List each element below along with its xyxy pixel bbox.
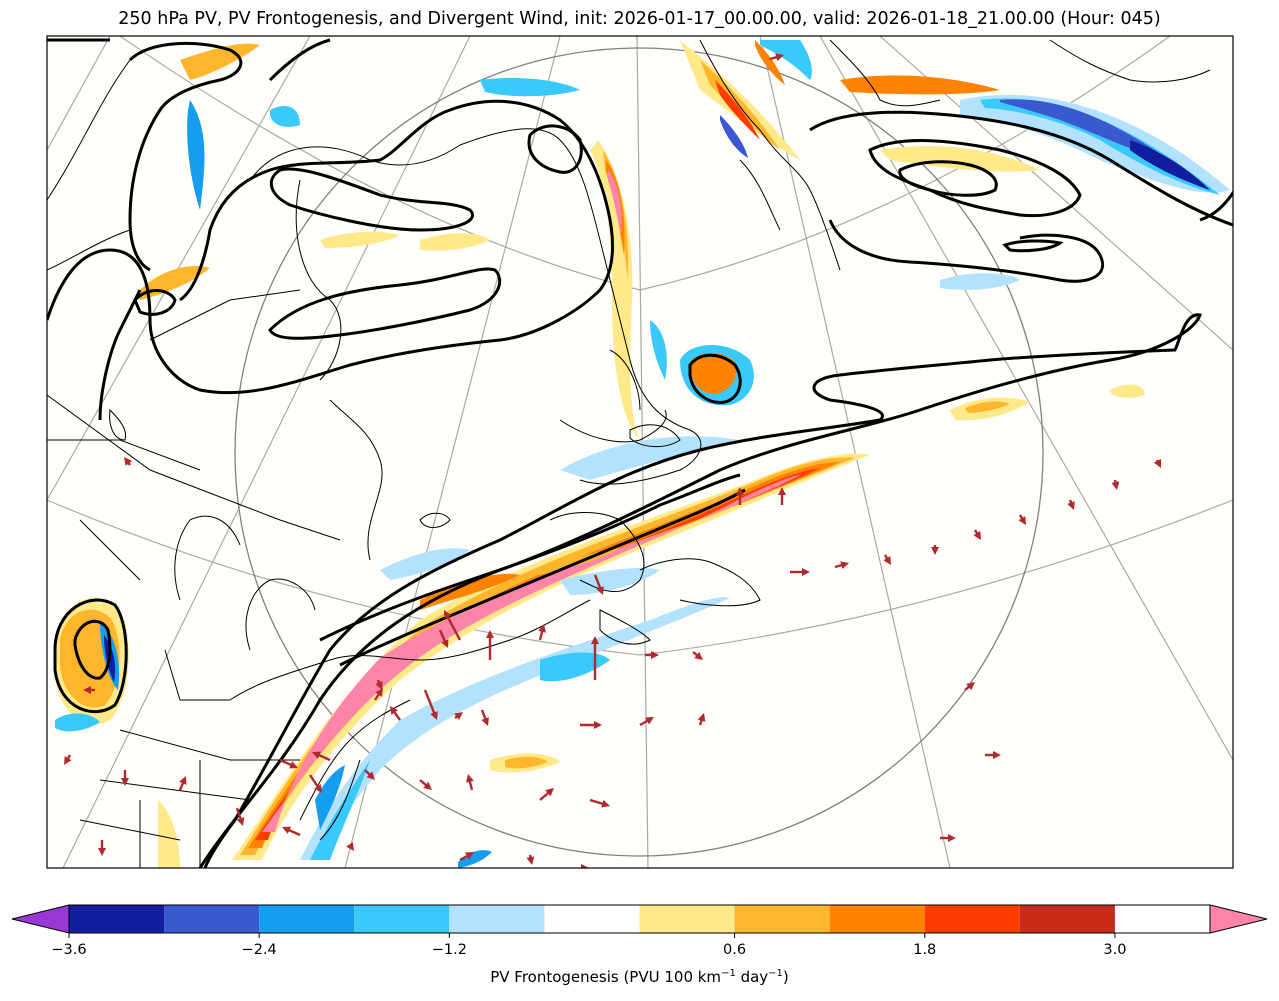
colorbar-tick-label: −2.4 [241,942,277,958]
wind-arrow-head [596,586,604,595]
pv-contours [47,38,1233,868]
colorbar-over-extension [1209,904,1268,934]
colorbar-tick-label: 3.0 [1103,942,1127,958]
wind-arrow-head [121,778,129,786]
wind-arrow-shaft [444,612,462,641]
wind-arrow-head [802,568,810,576]
colorbar-segment [354,905,450,933]
wind-arrow-head [883,556,891,565]
wind-arrow-head [312,751,321,759]
colorbar-label: PV Frontogenesis (PVU 100 km−1 day−1) [0,968,1279,986]
wind-arrow-head [346,842,354,851]
wind-arrow-head [423,781,432,790]
wind-arrow-head [375,681,383,690]
colorbar-tick-label: 1.8 [913,942,937,958]
colorbar-segment [924,905,1020,933]
coastlines-and-borders [47,39,1211,868]
colorbar [11,904,1268,938]
wind-arrow-head [179,776,187,785]
wind-arrow-head [1018,516,1026,525]
wind-arrow-head [775,53,784,62]
wind-arrow-head [486,630,494,638]
wind-arrow-head [973,531,981,540]
wind-arrow-head [601,799,610,808]
wind-arrow-head [645,717,654,725]
wind-arrow-head [289,761,298,769]
wind-arrow-head [236,817,245,826]
colorbar-segment [1019,905,1115,933]
wind-arrow-head [314,784,322,793]
colorbar-frame [68,904,1211,934]
colorbar-tick-label: 0.6 [723,942,747,958]
colorbar-label-prefix: PV Frontogenesis (PVU 100 km [490,968,722,986]
map-frame [46,35,1234,869]
colorbar-segment [69,905,165,933]
wind-arrow-head [375,688,383,697]
colorbar-segment [639,905,735,933]
wind-arrow-head [931,547,939,555]
colorbar-label-exponent-2: −1 [768,968,783,979]
wind-arrow-head [390,706,398,715]
divergent-wind-arrows [64,53,1161,868]
wind-arrow-head [98,848,106,856]
wind-arrow-head [454,712,463,720]
colorbar-segment [734,905,830,933]
wind-arrow-head [366,771,375,780]
wind-arrow-head [966,682,975,691]
colorbar-segment [259,905,355,933]
colorbar-label-suffix: ) [782,968,789,986]
wind-arrow-head [282,826,291,834]
wind-arrow-head [124,457,132,466]
colorbar-segment [449,905,545,933]
colorbar-tick-label: −3.6 [51,942,87,958]
wind-arrow-head [651,651,659,659]
wind-arrow-head [1111,481,1120,490]
wind-arrow-head [466,774,474,783]
wind-arrow-head [1153,459,1161,468]
wind-arrow-head [545,788,554,797]
colorbar-label-mid: day [735,968,769,986]
wind-arrow-head [736,487,744,495]
wind-arrow-head [430,711,438,720]
colorbar-segment [829,905,925,933]
wind-arrow-shaft [423,689,437,717]
colorbar-segment [164,905,260,933]
wind-arrow-head [948,834,956,842]
wind-arrow-head [993,751,1001,759]
wind-arrow-head [465,852,474,860]
wind-arrow-head [64,756,72,765]
wind-arrow-head [591,636,599,644]
wind-arrow-head [697,713,706,722]
wind-arrow-head [840,561,849,570]
colorbar-label-exponent-1: −1 [721,968,736,979]
wind-arrow-head [83,686,91,694]
wind-arrow-head [778,487,786,495]
frontogenesis-shading [55,40,1230,868]
wind-arrow-head [581,864,589,868]
map-title: 250 hPa PV, PV Frontogenesis, and Diverg… [118,9,1161,29]
wind-arrow-head [538,624,546,633]
colorbar-segment [544,905,640,933]
colorbar-tick-label: −1.2 [431,942,467,958]
wind-arrow-head [481,717,489,726]
wind-arrow-head [694,651,703,660]
wind-arrow-head [441,639,449,648]
wind-arrow-head [594,721,602,729]
colorbar-under-extension [11,904,70,934]
wind-arrow-head [1067,501,1075,510]
wind-arrow-head [526,856,535,865]
wind-arrow-head [444,610,452,619]
